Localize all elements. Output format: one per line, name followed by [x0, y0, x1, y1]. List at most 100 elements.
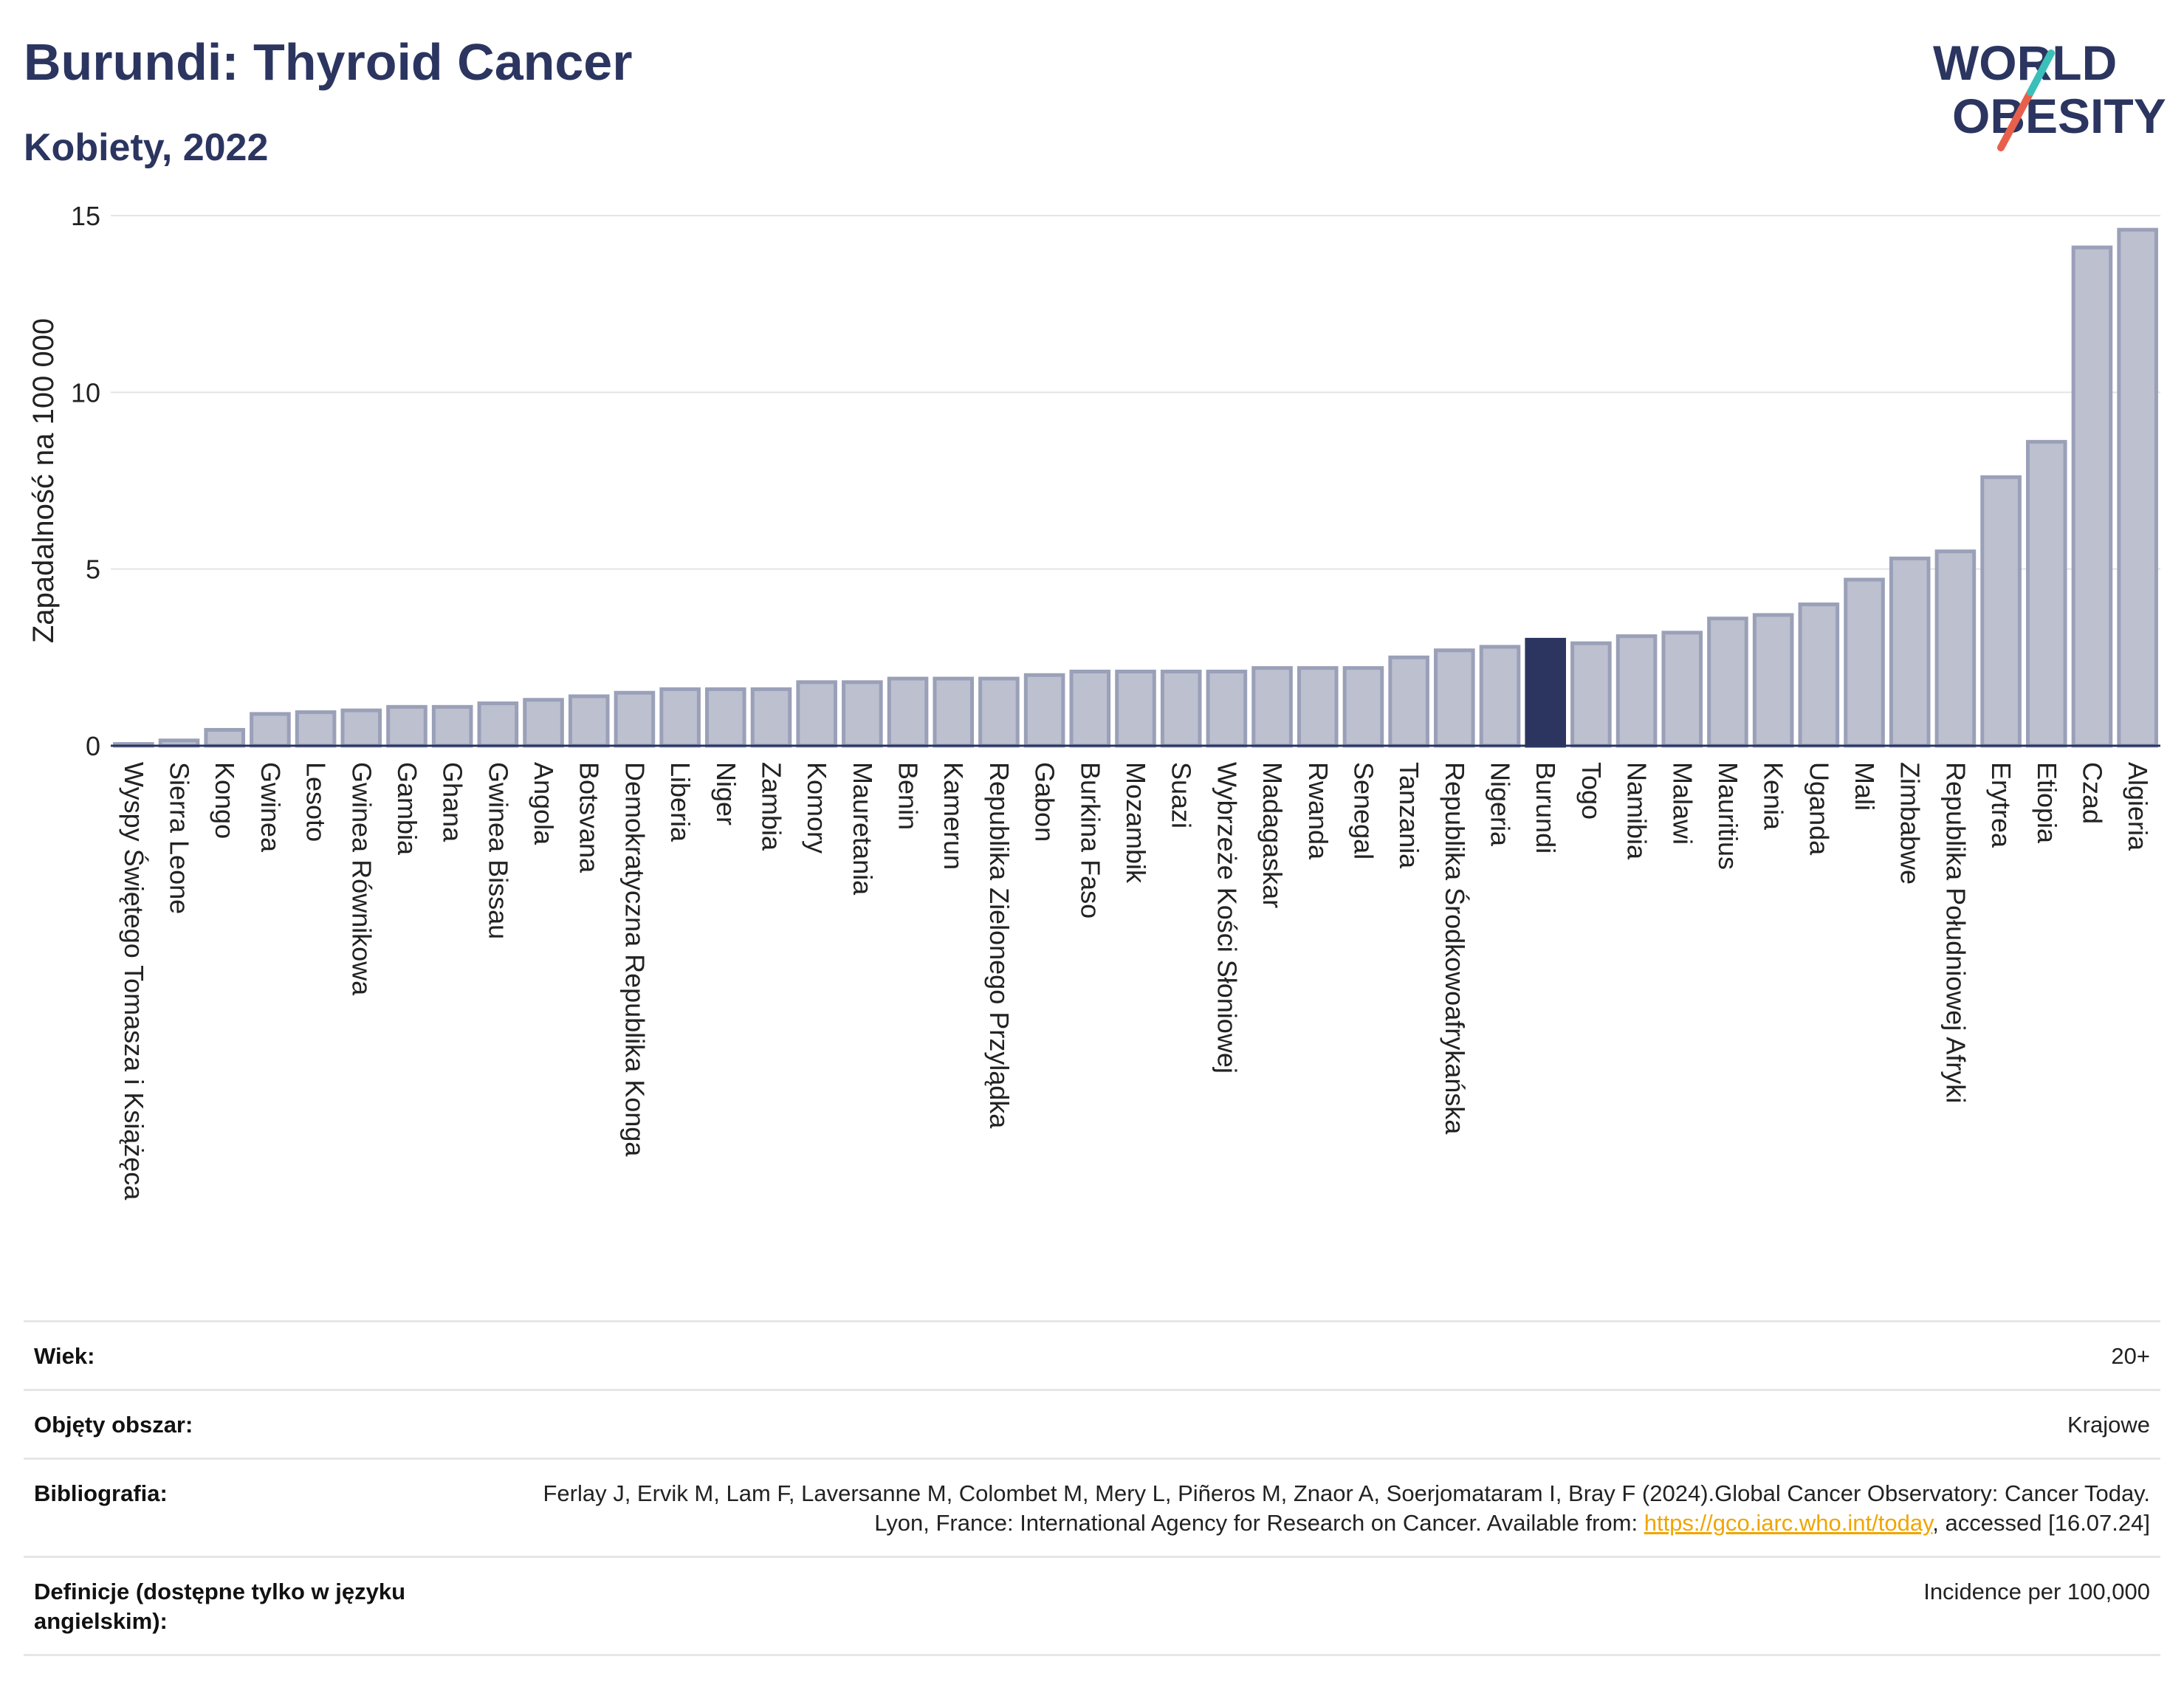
meta-key: Bibliografia:: [34, 1480, 168, 1506]
y-tick-label: 5: [86, 555, 100, 585]
meta-row-bibliography: Bibliografia: Ferlay J, Ervik M, Lam F, …: [24, 1458, 2160, 1556]
bar-senegal[interactable]: [1342, 666, 1384, 748]
bar-gwinea-bissau[interactable]: [477, 701, 519, 748]
bar-mauretania[interactable]: [842, 680, 883, 748]
x-tick-label: Zambia: [756, 762, 786, 851]
x-tick-label: Wybrzeże Kości Słoniowej: [1212, 762, 1242, 1074]
logo-slash-teal: [2027, 49, 2055, 96]
bar-malawi[interactable]: [1661, 631, 1703, 748]
y-tick-label: 15: [71, 201, 100, 231]
bar-mozambik[interactable]: [1115, 669, 1156, 748]
bar-gabon[interactable]: [1023, 673, 1065, 748]
bar-gwinea[interactable]: [250, 712, 291, 748]
x-tick-label: Kamerun: [938, 762, 969, 870]
x-tick-label: Angola: [529, 762, 559, 845]
bar-benin[interactable]: [887, 676, 929, 748]
metadata-table: Wiek: 20+ Objęty obszar: Krajowe Bibliog…: [24, 1320, 2160, 1656]
bar-togo[interactable]: [1570, 641, 1612, 748]
bar-chart: 0 5 10 15 Zapadalność na 100 000 Wyspy Święte…: [27, 201, 2160, 1201]
bar-uganda[interactable]: [1798, 602, 1840, 748]
bar-demokratyczna-republika-konga[interactable]: [614, 690, 656, 748]
x-tick-label: Mauritius: [1713, 762, 1743, 870]
x-tick-label: Gwinea: [255, 762, 286, 853]
meta-value: Krajowe: [2067, 1412, 2150, 1438]
bar-madagaskar[interactable]: [1251, 666, 1293, 748]
logo-line1: WORLD: [1933, 35, 2117, 90]
page-title: Burundi: Thyroid Cancer: [24, 33, 633, 91]
x-tick-label: Burundi: [1531, 762, 1561, 854]
x-tick-label: Suazi: [1167, 762, 1197, 828]
x-tick-label: Tanzania: [1394, 762, 1424, 869]
logo-slash-red: [1997, 89, 2034, 151]
bar-mauritius[interactable]: [1707, 617, 1748, 748]
y-axis-label: Zapadalność na 100 000: [27, 318, 60, 643]
x-tick-label: Uganda: [1804, 762, 1834, 856]
x-tick-label: Republika Zielonego Przylądka: [984, 762, 1014, 1129]
bar-kongo[interactable]: [204, 727, 246, 748]
bar-republika-południowej-afryki[interactable]: [1934, 549, 1977, 748]
x-tick-label: Republika Południowej Afryki: [1940, 762, 1971, 1103]
bar-czad[interactable]: [2071, 245, 2113, 748]
bar-burundi[interactable]: [1525, 637, 1566, 748]
bar-republika-zielonego-przylądka[interactable]: [978, 676, 1020, 748]
y-tick-label: 0: [86, 731, 100, 761]
bar-liberia[interactable]: [659, 687, 701, 748]
bar-gambia[interactable]: [386, 704, 427, 748]
logo-line2: OBESITY: [1952, 89, 2166, 143]
bar-angola[interactable]: [523, 698, 564, 748]
bar-gwinea-równikowa[interactable]: [340, 708, 382, 748]
x-tick-label: Wyspy Świętego Tomasza i Książęca: [119, 762, 150, 1201]
bar-rwanda[interactable]: [1297, 666, 1339, 748]
bar-algieria[interactable]: [2117, 227, 2158, 748]
bar-kamerun[interactable]: [933, 676, 975, 748]
bar-mali[interactable]: [1844, 577, 1885, 748]
meta-row-age: Wiek: 20+: [24, 1320, 2160, 1389]
world-obesity-logo: WORLD OBESITY: [1933, 35, 2166, 151]
bar-nigeria[interactable]: [1479, 645, 1521, 748]
source-link[interactable]: https://gco.iarc.who.int/today: [1644, 1510, 1933, 1536]
bar-tanzania[interactable]: [1388, 655, 1429, 748]
meta-value-bibliography: Ferlay J, Ervik M, Lam F, Laversanne M, …: [489, 1479, 2150, 1538]
bar-ghana[interactable]: [431, 704, 473, 748]
bar-botsvana[interactable]: [568, 694, 610, 748]
bar-republika-środkowoafrykańska[interactable]: [1434, 648, 1475, 748]
x-tick-label: Kenia: [1759, 762, 1789, 831]
bar-zimbabwe[interactable]: [1889, 556, 1931, 748]
x-tick-label: Zimbabwe: [1895, 762, 1926, 885]
x-tick-label: Botsvana: [574, 762, 605, 873]
meta-value: Incidence per 100,000: [1923, 1579, 2150, 1604]
x-tick-label: Sierra Leone: [165, 762, 195, 914]
x-tick-label: Nigeria: [1486, 762, 1516, 847]
x-tick-label: Madagaskar: [1257, 762, 1288, 908]
x-tick-label: Niger: [711, 762, 741, 825]
bar-erytrea[interactable]: [1980, 475, 2022, 748]
x-tick-label: Liberia: [665, 762, 696, 842]
y-tick-label: 10: [71, 377, 100, 408]
x-tick-label: Gwinea Bissau: [483, 762, 513, 939]
bar-niger[interactable]: [705, 687, 746, 748]
x-tick-label: Etiopia: [2032, 762, 2062, 844]
x-tick-label: Malawi: [1667, 762, 1697, 845]
bar-lesoto[interactable]: [295, 710, 337, 748]
bar-suazi[interactable]: [1160, 669, 1202, 748]
x-tick-label: Namibia: [1622, 762, 1652, 860]
bar-etiopia[interactable]: [2025, 439, 2067, 748]
x-tick-label: Lesoto: [301, 762, 332, 842]
bar-wybrzeże-kości-słoniowej[interactable]: [1206, 669, 1248, 748]
x-tick-label: Gambia: [392, 762, 422, 856]
x-tick-label: Burkina Faso: [1075, 762, 1105, 919]
bar-burkina-faso[interactable]: [1069, 669, 1111, 748]
x-tick-label: Mauretania: [848, 762, 878, 896]
x-tick-label: Kongo: [210, 762, 240, 839]
x-tick-label: Mozambik: [1121, 762, 1151, 884]
x-tick-label: Mali: [1850, 762, 1880, 811]
meta-row-area: Objęty obszar: Krajowe: [24, 1389, 2160, 1458]
bar-zambia[interactable]: [750, 687, 792, 748]
bar-kenia[interactable]: [1752, 613, 1794, 748]
x-tick-label: Gwinea Równikowa: [346, 762, 377, 996]
x-tick-label: Senegal: [1348, 762, 1378, 859]
meta-row-definitions: Definicje (dostępne tylko w języku angie…: [24, 1556, 2160, 1656]
x-tick-label: Komory: [802, 762, 832, 854]
bar-namibia[interactable]: [1615, 634, 1658, 748]
bar-komory[interactable]: [796, 680, 837, 748]
